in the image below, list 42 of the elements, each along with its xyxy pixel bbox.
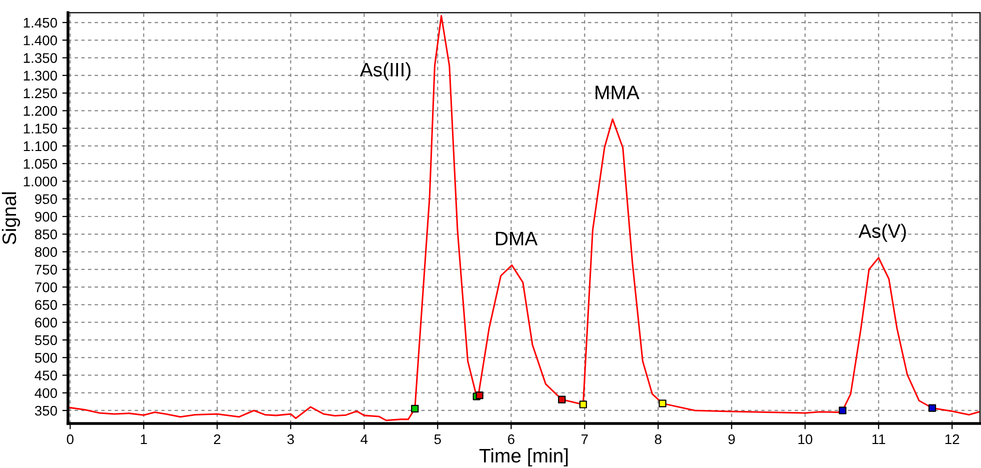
x-tick-label: 2 bbox=[214, 434, 220, 444]
y-tick-label: 1.450 bbox=[24, 18, 58, 28]
x-tick-label: 8 bbox=[654, 434, 662, 444]
y-tick-label: 1.000 bbox=[24, 176, 58, 186]
x-tick-label: 7 bbox=[581, 434, 588, 444]
annotation: As(V) bbox=[858, 224, 906, 242]
y-tick-label: 700 bbox=[35, 282, 58, 292]
x-axis-title: Time [min] bbox=[479, 448, 568, 466]
y-tick-label: 1.350 bbox=[24, 53, 58, 63]
y-tick-label: 1.100 bbox=[24, 141, 58, 152]
y-tick-label: 550 bbox=[34, 335, 58, 346]
x-tick-label: 12 bbox=[945, 434, 960, 444]
y-tick-label: 950 bbox=[35, 194, 58, 204]
y-tick-label: 1.300 bbox=[24, 70, 58, 81]
y-tick-label: 400 bbox=[34, 388, 58, 398]
y-tick-label: 1.200 bbox=[24, 106, 58, 116]
y-tick-label: 350 bbox=[34, 406, 58, 416]
y-axis-title: Signal bbox=[2, 192, 20, 244]
annotation: As(III) bbox=[360, 62, 410, 80]
y-tick-label: 1.250 bbox=[24, 88, 58, 98]
y-tick-label: 600 bbox=[35, 318, 58, 328]
y-tick-label: 1.050 bbox=[24, 158, 58, 169]
y-tick-label: 900 bbox=[35, 212, 58, 222]
x-tick-label: 0 bbox=[66, 434, 74, 444]
y-tick-label: 750 bbox=[35, 264, 58, 275]
x-tick-label: 1 bbox=[140, 434, 147, 444]
x-tick-label: 11 bbox=[872, 434, 886, 444]
x-tick-label: 6 bbox=[508, 434, 514, 444]
x-tick-label: 4 bbox=[360, 434, 368, 444]
annotation: MMA bbox=[596, 86, 640, 100]
x-tick-label: 9 bbox=[728, 434, 735, 444]
y-tick-label: 500 bbox=[34, 352, 58, 363]
y-tick-label: 450 bbox=[34, 370, 58, 380]
x-tick-label: 3 bbox=[287, 434, 294, 444]
x-tick-label: 5 bbox=[434, 434, 441, 444]
y-tick-label: 1.400 bbox=[24, 35, 58, 46]
annotation: DMA bbox=[496, 232, 538, 246]
x-tick-label: 10 bbox=[798, 434, 812, 444]
y-tick-label: 850 bbox=[35, 229, 58, 240]
y-tick-label: 800 bbox=[35, 247, 58, 257]
y-tick-label: 1.150 bbox=[24, 124, 58, 134]
y-tick-label: 650 bbox=[35, 300, 58, 310]
